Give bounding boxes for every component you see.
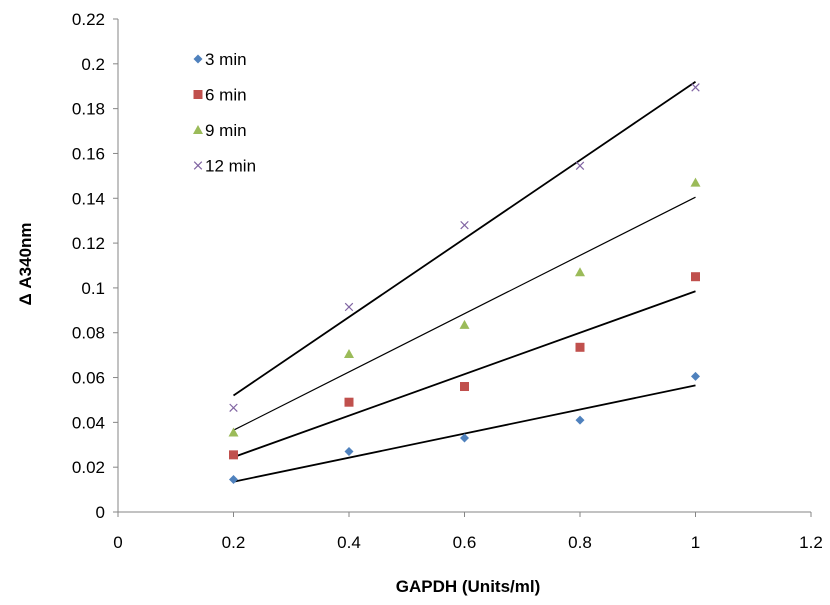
data-point-series-1	[344, 446, 354, 456]
y-tick-label: 0.1	[81, 279, 105, 298]
y-tick-label: 0.12	[72, 234, 105, 253]
data-point-series-4	[460, 220, 469, 230]
x-tick-label: 0.6	[453, 533, 477, 552]
data-point-series-4	[691, 83, 700, 92]
legend-label: 9 min	[205, 121, 247, 140]
legend-label: 3 min	[205, 50, 247, 69]
data-point-series-3	[459, 319, 470, 329]
data-point-series-4	[344, 302, 354, 312]
x-tick-label: 1.2	[799, 533, 823, 552]
data-point-series-1	[460, 433, 469, 443]
data-point-series-1	[691, 371, 700, 381]
y-tick-label: 0.04	[72, 413, 105, 432]
data-point-series-3	[228, 427, 239, 437]
legend-label: 6 min	[205, 86, 247, 105]
data-point-series-2	[344, 397, 354, 407]
legend-marker-series-1	[193, 54, 203, 64]
x-axis-title: GAPDH (Units/ml)	[396, 577, 541, 596]
legend-marker-series-4	[193, 161, 203, 170]
x-axis-ticks: 0 0.2 0.4 0.6 0.8 1 1.2	[113, 512, 823, 552]
data-point-series-2	[229, 450, 238, 460]
data-point-series-2	[575, 342, 585, 352]
data-points	[228, 83, 701, 485]
trendline-series-2	[233, 290, 696, 458]
y-axis-ticks: 0 0.02 0.04 0.06 0.08 0.1 0.12 0.14 0.16 0.18 0.2 0…	[72, 10, 118, 522]
x-tick-label: 0	[113, 533, 122, 552]
y-tick-label: 0	[96, 503, 105, 522]
trendline-series-4	[232, 81, 697, 397]
data-point-series-3	[690, 177, 701, 187]
y-tick-label: 0.2	[81, 55, 105, 74]
x-tick-label: 0.8	[568, 533, 592, 552]
legend: 3 min 6 min 9 min 12 min	[193, 50, 256, 176]
data-point-series-2	[460, 382, 469, 392]
y-axis-title: Δ A340nm	[16, 222, 35, 305]
y-tick-label: 0.02	[72, 458, 105, 477]
y-tick-label: 0.18	[72, 100, 105, 119]
x-tick-label: 1	[691, 533, 700, 552]
data-point-series-3	[344, 349, 354, 359]
data-point-series-1	[229, 475, 238, 485]
trendline-series-3	[233, 196, 696, 431]
y-tick-label: 0.22	[72, 10, 105, 29]
x-tick-label: 0.2	[222, 533, 246, 552]
x-tick-label: 0.4	[337, 533, 361, 552]
y-tick-label: 0.16	[72, 144, 105, 163]
y-tick-label: 0.08	[72, 324, 105, 343]
data-point-series-1	[575, 415, 585, 425]
y-tick-label: 0.14	[72, 189, 105, 208]
trendlines	[232, 81, 697, 483]
data-point-series-4	[575, 161, 585, 171]
legend-marker-series-3	[193, 125, 203, 134]
data-point-series-2	[691, 272, 700, 282]
legend-label: 12 min	[205, 157, 256, 176]
data-point-series-3	[575, 267, 585, 277]
y-tick-label: 0.06	[72, 369, 105, 388]
legend-marker-series-2	[193, 90, 203, 99]
data-point-series-4	[229, 403, 238, 413]
